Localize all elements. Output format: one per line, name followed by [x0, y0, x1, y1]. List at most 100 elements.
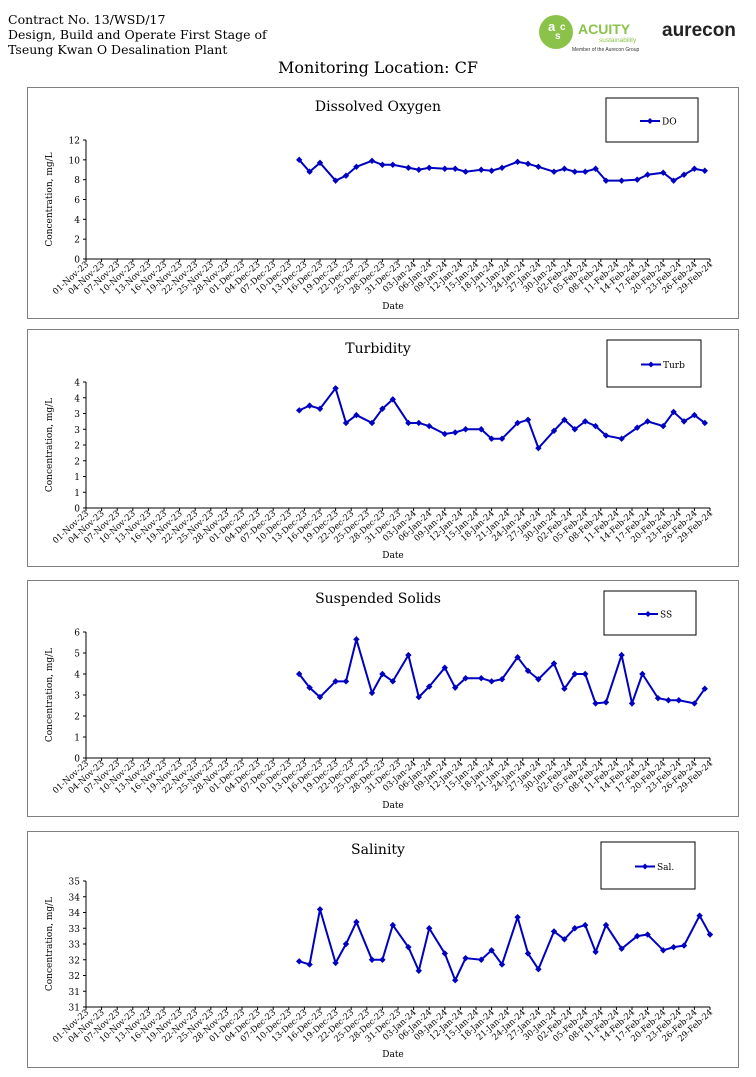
aurecon-logo: aurecon: [662, 20, 736, 41]
data-point: [514, 419, 521, 427]
data-point: [535, 444, 542, 452]
data-point: [415, 967, 422, 974]
data-point: [550, 427, 558, 435]
data-point: [389, 161, 396, 168]
y-axis-label: Concentration, mg/L: [45, 648, 55, 742]
y-tick-label: 1: [74, 734, 80, 744]
data-point: [332, 177, 339, 184]
data-point: [550, 660, 558, 667]
y-tick-label: 4: [74, 394, 80, 404]
y-tick-label: 32: [69, 972, 80, 982]
page-title: Monitoring Location: CF: [278, 58, 478, 77]
legend-label: SS: [660, 611, 672, 621]
contract-number: Contract No. 13/WSD/17: [8, 12, 166, 27]
x-axis-label: Date: [382, 302, 404, 312]
legend-marker: [642, 863, 648, 870]
data-point: [498, 676, 506, 683]
data-point: [426, 925, 433, 932]
data-point: [602, 177, 610, 184]
data-point: [582, 670, 589, 678]
y-tick-label: 31: [69, 1004, 80, 1014]
legend-marker: [647, 118, 653, 124]
y-tick-label: 8: [74, 176, 80, 186]
data-point: [592, 948, 599, 956]
data-point: [368, 956, 376, 963]
x-axis-label: Date: [382, 1050, 404, 1060]
data-point: [316, 159, 324, 167]
y-tick-label: 2: [74, 713, 80, 723]
y-tick-label: 3: [74, 410, 80, 420]
data-point: [332, 385, 339, 392]
legend-label: Turb: [663, 361, 685, 371]
data-point: [514, 914, 521, 921]
y-tick-label: 2: [74, 457, 80, 467]
data-point: [701, 685, 708, 692]
data-point: [639, 670, 646, 678]
data-point: [488, 435, 495, 442]
data-point: [550, 928, 558, 935]
y-tick-label: 1: [74, 473, 80, 483]
y-tick-label: 3: [74, 692, 80, 702]
data-point: [535, 676, 542, 683]
data-point: [452, 977, 459, 984]
data-point: [592, 422, 599, 430]
data-point: [644, 418, 651, 425]
y-tick-label: 4: [74, 671, 80, 681]
data-point: [488, 678, 495, 685]
chart-do: Dissolved Oxygen 0 2 4 6 8 10 12 Concentration, …: [45, 97, 715, 312]
acuity-logo: a s c ACUITY sustainability Member of th…: [539, 15, 639, 53]
data-point: [426, 164, 433, 171]
svg-text:c: c: [560, 22, 566, 33]
legend-marker: [648, 361, 654, 368]
y-tick-label: 35: [69, 878, 81, 888]
data-point: [498, 435, 506, 442]
data-point: [306, 961, 313, 968]
series-line: [298, 909, 711, 983]
data-point: [405, 419, 412, 427]
data-point: [379, 956, 386, 963]
y-axis-label: Concentration, mg/L: [45, 398, 55, 492]
y-tick-label: 4: [74, 379, 80, 389]
y-tick-label: 0: [74, 256, 80, 266]
data-point: [644, 171, 651, 178]
data-point: [296, 156, 303, 164]
data-point: [660, 169, 667, 176]
data-point: [514, 158, 521, 166]
data-point: [342, 419, 350, 427]
data-point: [342, 678, 350, 685]
data-point: [602, 432, 610, 439]
y-tick-label: 33: [69, 941, 81, 951]
legend-label: Sal.: [657, 863, 674, 873]
data-point: [316, 405, 324, 412]
data-point: [353, 918, 360, 926]
chart-title: Turbidity: [345, 341, 411, 357]
data-point: [628, 700, 636, 707]
data-point: [618, 651, 625, 659]
data-point: [654, 694, 662, 702]
y-tick-label: 34: [69, 893, 81, 903]
y-axis-label: Concentration, mg/L: [45, 897, 55, 991]
data-point: [415, 166, 422, 173]
data-point: [353, 163, 360, 170]
y-tick-label: 32: [69, 956, 80, 966]
data-point: [452, 165, 459, 172]
data-point: [665, 697, 672, 704]
data-point: [415, 419, 422, 427]
data-point: [306, 168, 313, 175]
chart-panel-turbidity: Turbidity 0 1 1 2 2 3 3 4 4 Concentration, mg/L 01-…: [27, 329, 739, 567]
x-axis-label: Date: [382, 801, 404, 811]
data-point: [342, 940, 350, 948]
data-point: [582, 921, 589, 929]
data-point: [582, 168, 589, 175]
data-point: [462, 954, 469, 962]
data-point: [342, 172, 350, 179]
legend-label: DO: [662, 118, 677, 128]
aurecon-name: aurecon: [662, 20, 736, 41]
chart-panel-salinity: Salinity 31 31 32 32 33 33 34 34 35 Concentration,…: [27, 831, 739, 1068]
y-tick-label: 0: [74, 755, 80, 765]
data-point: [680, 418, 688, 425]
series-line: [298, 635, 706, 708]
y-tick-label: 33: [69, 925, 81, 935]
data-point: [660, 422, 667, 430]
data-point: [618, 435, 625, 442]
